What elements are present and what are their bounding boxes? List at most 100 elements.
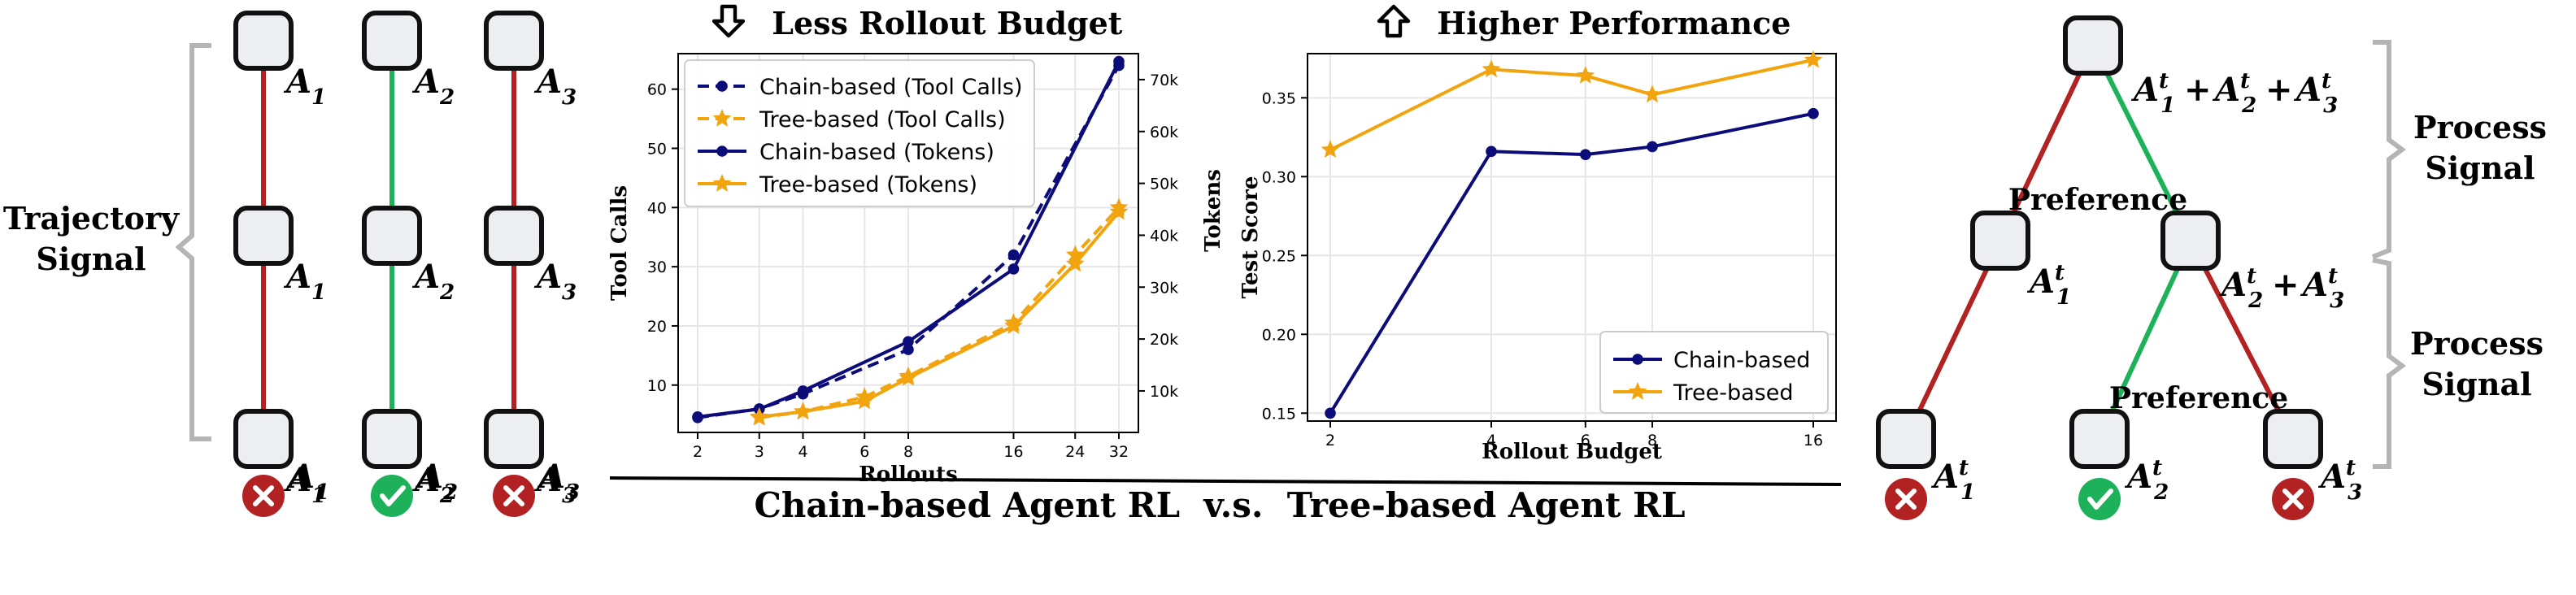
chart2-series-1-point-4 bbox=[1804, 50, 1823, 68]
preference-label-top: Preference bbox=[2008, 183, 2187, 217]
chain-1-result-label-letter: A bbox=[286, 458, 315, 496]
chart2-series-0-point-3 bbox=[1647, 141, 1658, 153]
chart2-legend-label-0: Chain-based bbox=[1673, 348, 1810, 373]
chart1-ytick-label-4: 50 bbox=[647, 141, 667, 159]
chart2-xlabel: Rollout Budget bbox=[1482, 440, 1662, 464]
title-less-rollout-text: Less Rollout Budget bbox=[772, 7, 1123, 42]
process-signal-bottom-line1: Process bbox=[2410, 325, 2543, 362]
chart2-legend-marker-0 bbox=[1632, 354, 1643, 365]
tree-mid-right-a2-sup: t bbox=[2247, 264, 2256, 289]
tree-leaf-1-label-sup: t bbox=[1959, 456, 1969, 480]
chain-3-cross-icon-cross bbox=[503, 485, 524, 506]
arrow-up-icon bbox=[1377, 3, 1413, 47]
chart2-xtick-label-4: 16 bbox=[1804, 432, 1823, 450]
chart2-legend: Chain-based Tree-based bbox=[1599, 331, 1829, 414]
chain-1-label-2: A1 bbox=[283, 258, 326, 305]
chart2-ytick-label-3: 0.30 bbox=[1262, 168, 1296, 186]
chart1-series-3-point-3 bbox=[899, 367, 918, 386]
tree-leaf-1-label-sub: 1 bbox=[1960, 480, 1975, 505]
tree-leaf-3-label-sub: 3 bbox=[2348, 480, 2362, 505]
title-higher-performance-text: Higher Performance bbox=[1437, 7, 1791, 42]
chain-2-check-icon bbox=[371, 475, 413, 517]
chain-2-label-1-sub: 2 bbox=[439, 85, 455, 110]
chart1-y2tick-label-1: 20k bbox=[1150, 331, 1178, 349]
chain-1-label-2-sub: 1 bbox=[311, 280, 326, 305]
divider-line bbox=[609, 476, 1842, 486]
tree-leaf-1-cross-icon bbox=[1885, 478, 1927, 520]
chart2-frame bbox=[1307, 53, 1837, 422]
chart1-series-2-point-3 bbox=[903, 336, 914, 348]
trajectory-signal-label-2: Signal bbox=[36, 241, 146, 277]
chain-3-result-label-letter: A bbox=[537, 458, 565, 496]
tree-node-mid-right bbox=[2160, 211, 2221, 271]
tree-diagram: At 1 + At 2 + At 3At 1 At 2 + At 3PreferencePreferenc… bbox=[1876, 15, 2547, 520]
chain-2-result-label-letter: A bbox=[415, 458, 443, 496]
chain-1-node-2 bbox=[233, 206, 294, 266]
tree-leaf-1-label: At 1 bbox=[1930, 456, 1975, 505]
chart1-series-0-point-3 bbox=[903, 344, 914, 355]
process-signal-top-line2: Signal bbox=[2425, 150, 2535, 186]
chain-1-label-3: A1 bbox=[283, 461, 326, 508]
chain-3-label-1: A3 bbox=[533, 63, 577, 110]
tree-leaf-3-cross-icon bbox=[2272, 478, 2314, 520]
chart1-ytick-label-5: 60 bbox=[647, 81, 667, 99]
chart1-legend-label-0: Chain-based (Tool Calls) bbox=[759, 75, 1023, 100]
chain-2-node-3 bbox=[362, 409, 422, 469]
tree-node-leaf-3 bbox=[2263, 409, 2323, 469]
process-signal-top-line1: Process bbox=[2413, 109, 2547, 145]
chain-1-label-1-letter: A bbox=[283, 63, 311, 101]
tree-node-leaf-2 bbox=[2069, 409, 2130, 469]
chain-2-label-3-sub: 2 bbox=[439, 484, 455, 508]
chain-3-node-2 bbox=[484, 206, 544, 266]
tree-mid-right-plus: + bbox=[2272, 266, 2300, 304]
chain-3-label-3: A3 bbox=[533, 461, 577, 508]
chain-3-label-2: A3 bbox=[533, 258, 577, 305]
chart2-series-1-point-1 bbox=[1482, 59, 1501, 78]
chart1-series-3-point-1 bbox=[794, 402, 812, 420]
chain-2-label-2-sub: 2 bbox=[439, 280, 455, 305]
tree-edge-left-leaf bbox=[1904, 239, 2003, 441]
chain-2-label-1: A2 bbox=[411, 63, 455, 110]
tree-root-a2: At 2 bbox=[2212, 69, 2256, 118]
tree-leaf-2-label-letter: A bbox=[2124, 458, 2152, 496]
chain-3-result-label-sub: 3 bbox=[565, 480, 580, 505]
preference-label-bottom: Preference bbox=[2109, 381, 2288, 415]
tree-mid-left-label: At 1 bbox=[2026, 261, 2071, 310]
chain-2-check-icon-circle bbox=[371, 475, 413, 517]
chart1-series-3-point-4 bbox=[1004, 316, 1023, 334]
tree-leaf-2-label: At 2 bbox=[2124, 456, 2169, 505]
chain-2-result-label-sub: 2 bbox=[442, 480, 458, 505]
tree-root-a2-letter: A bbox=[2212, 71, 2240, 109]
chart1-legend: Chain-based (Tool Calls) Tree-based (Tool… bbox=[684, 59, 1035, 207]
tree-mid-right-a3-letter: A bbox=[2300, 266, 2328, 304]
chain-3-label-2-sub: 3 bbox=[562, 280, 577, 305]
title-less-rollout: Less Rollout Budget bbox=[711, 3, 1135, 46]
chart1-y2tick-label-0: 10k bbox=[1150, 383, 1178, 401]
chain-2-result-label: A2 bbox=[415, 458, 458, 505]
chart2-legend-label-1: Tree-based bbox=[1673, 380, 1794, 406]
tree-mid-right-a3-sub: 3 bbox=[2330, 289, 2344, 313]
chart2-series-1-point-2 bbox=[1576, 66, 1595, 84]
chain-2-node-2 bbox=[362, 206, 422, 266]
tree-mid-right-a3: At 3 bbox=[2300, 264, 2344, 313]
chain-2-check-icon-check bbox=[380, 485, 406, 506]
chart1-xtick-label-3: 6 bbox=[859, 443, 869, 461]
chain-3-label-3-letter: A bbox=[533, 461, 562, 499]
tree-root-a1-sup: t bbox=[2159, 69, 2169, 93]
chart1-legend-marker-0 bbox=[716, 80, 728, 92]
chain-diagram: Trajectory Signal A1A1A1A1A2A2A2A2A3A3A3… bbox=[3, 11, 580, 517]
chart1-xlabel: Rollouts bbox=[859, 463, 958, 487]
chart1-legend-label-1: Tree-based (Tool Calls) bbox=[759, 107, 1006, 132]
process-bracket-bottom bbox=[2372, 258, 2406, 469]
tree-leaf-3-label-letter: A bbox=[2317, 458, 2346, 496]
tree-mid-right-a3-sup: t bbox=[2328, 264, 2338, 289]
chart2-xtick-label-0: 2 bbox=[1325, 432, 1335, 450]
chart1-y2tick-label-5: 60k bbox=[1150, 124, 1178, 141]
chart2-ytick-label-1: 0.20 bbox=[1262, 326, 1296, 344]
chart1-series-2-point-5 bbox=[1113, 55, 1125, 67]
chart1-legend-label-3: Tree-based (Tokens) bbox=[759, 172, 977, 198]
chart1-series-2-point-4 bbox=[1007, 263, 1020, 275]
